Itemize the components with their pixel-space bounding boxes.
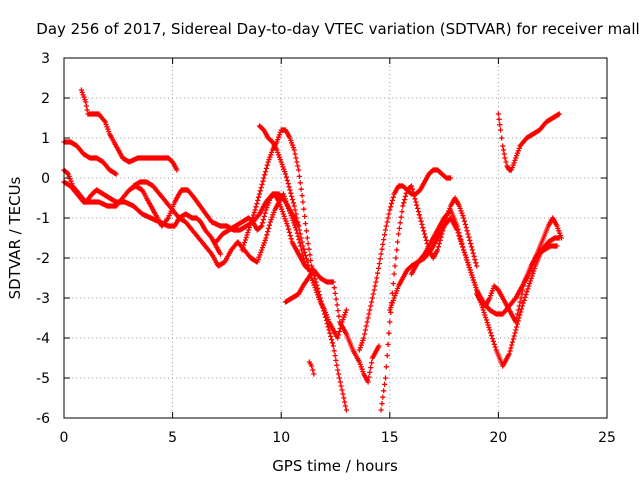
data-series-5: [130, 179, 308, 269]
series-points: [239, 127, 349, 413]
y-tick-label: -1: [36, 211, 50, 227]
data-series-2: [61, 139, 119, 177]
y-tick-label: 1: [41, 131, 50, 147]
data-series-9: [282, 267, 382, 385]
series-points: [78, 87, 180, 173]
series-points: [130, 179, 308, 269]
data-series-14: [474, 243, 560, 325]
x-tick-label: 15: [381, 430, 399, 446]
x-axis-label: GPS time / hours: [272, 457, 398, 475]
data-series-8: [256, 123, 349, 341]
plot-frame: [63, 57, 608, 419]
y-tick-label: 2: [41, 91, 50, 107]
series-points: [256, 123, 349, 341]
chart-title: Day 256 of 2017, Sidereal Day-to-day VTE…: [36, 20, 639, 38]
x-tick-label: 5: [168, 430, 177, 446]
axis-ticks: 0 5 10 15 20 25 -6 -5 -4 -3 -2 -1 0 1 2 3: [36, 51, 616, 446]
series-points: [306, 359, 317, 377]
y-tick-label: -3: [36, 291, 50, 307]
grid-lines: [64, 58, 607, 418]
series-points: [495, 111, 562, 173]
x-tick-label: 0: [60, 430, 69, 446]
y-tick-label: -5: [36, 371, 50, 387]
series-points: [213, 191, 312, 273]
data-series-4: [61, 179, 302, 233]
data-series-1: [78, 87, 180, 173]
series-points: [474, 243, 560, 325]
y-tick-label: -4: [36, 331, 50, 347]
data-series-15: [495, 111, 562, 173]
y-tick-label: 0: [41, 171, 50, 187]
data-series-6: [213, 191, 312, 273]
series-points: [61, 179, 302, 233]
y-tick-label: -6: [36, 411, 50, 427]
x-tick-label: 25: [598, 430, 616, 446]
data-series-7: [239, 127, 349, 413]
series-points: [387, 215, 562, 369]
data-series-16: [306, 359, 317, 377]
data-marks: [61, 87, 564, 413]
y-tick-label: -2: [36, 251, 50, 267]
x-tick-label: 20: [489, 430, 507, 446]
series-points: [61, 139, 119, 177]
data-series-10: [356, 167, 454, 353]
data-series-12: [387, 215, 562, 369]
y-tick-label: 3: [41, 51, 50, 67]
y-axis-label: SDTVAR / TECUs: [6, 176, 24, 299]
x-tick-label: 10: [272, 430, 290, 446]
series-points: [356, 167, 454, 353]
series-points: [282, 267, 382, 385]
